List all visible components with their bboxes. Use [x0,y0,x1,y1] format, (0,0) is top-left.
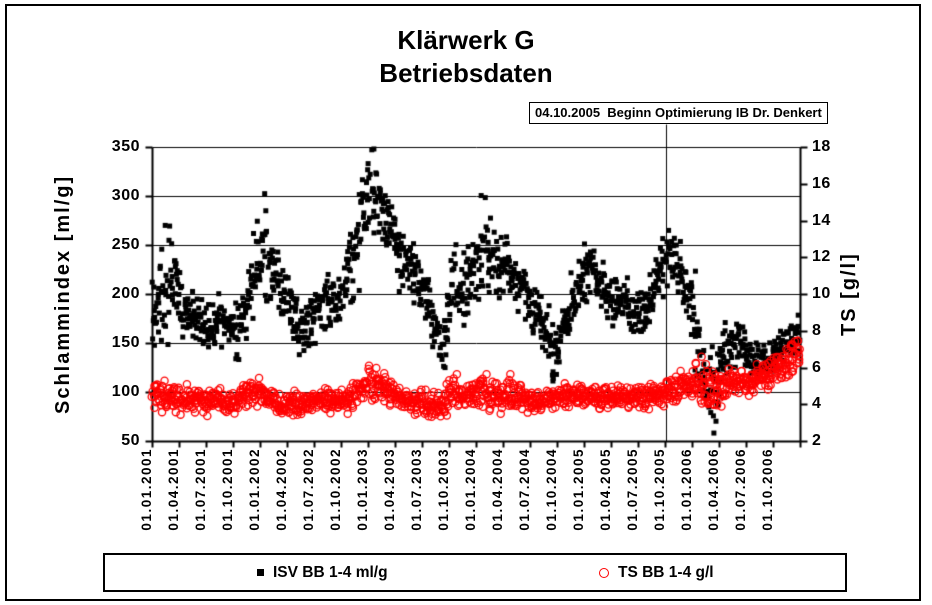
x-tick-label: 01.04.2004 [490,448,505,531]
x-tick-label: 01.07.2002 [301,448,316,531]
x-tick-label: 01.04.2003 [382,448,397,531]
x-tick-label: 01.10.2006 [760,448,775,531]
y-right-tick-label: 6 [812,358,822,376]
ts-circle-marker-icon [599,567,609,578]
y-right-tick-label: 2 [812,432,822,449]
y-right-tick-label: 4 [812,395,822,413]
x-tick-label: 01.04.2005 [598,448,613,531]
legend-label-ts: TS BB 1-4 g/l [618,563,714,581]
y-left-tick-label: 300 [111,187,140,204]
x-tick-label: 01.10.2003 [436,448,451,531]
annotation-box: 04.10.2005 Beginn Optimierung IB Dr. Den… [529,102,828,124]
y-right-tick-label: 16 [812,174,831,192]
x-tick-label: 01.04.2002 [274,448,289,531]
x-tick-label: 01.01.2001 [139,448,154,531]
y-left-tick-label: 350 [111,138,140,155]
y-left-tick-label: 100 [111,383,140,400]
y-right-tick-label: 14 [812,211,831,229]
x-tick-label: 01.07.2001 [193,448,208,531]
x-tick-label: 01.10.2001 [220,448,235,531]
x-tick-label: 01.04.2001 [166,448,181,531]
isv-square-marker-icon [257,569,264,576]
y-left-tick-label: 250 [111,236,140,253]
y-right-tick-label: 12 [812,248,831,266]
y-right-tick-label: 10 [812,285,831,302]
x-tick-label: 01.10.2004 [544,448,559,531]
chart-title: Klärwerk G Betriebsdaten [0,24,932,90]
x-tick-label: 01.04.2006 [706,448,721,531]
chart-title-line2: Betriebsdaten [379,58,553,88]
x-tick-label: 01.07.2005 [625,448,640,531]
x-tick-label: 01.01.2003 [355,448,370,531]
chart-title-line1: Klärwerk G [397,25,535,55]
x-tick-label: 01.07.2004 [517,448,532,531]
x-tick-label: 01.01.2002 [247,448,262,531]
x-tick-label: 01.01.2004 [463,448,478,531]
legend: ISV BB 1-4 ml/g TS BB 1-4 g/l [103,553,847,592]
legend-entry-ts: TS BB 1-4 g/l [599,555,714,590]
y-left-axis-title: Schlammindex [ml/g] [52,174,74,414]
x-tick-label: 01.01.2006 [679,448,694,531]
x-tick-label: 01.10.2002 [328,448,343,531]
y-left-tick-label: 150 [111,334,140,351]
x-tick-label: 01.07.2006 [733,448,748,531]
x-tick-label: 01.01.2005 [571,448,586,531]
y-left-tick-label: 200 [111,285,140,302]
y-right-tick-label: 18 [812,138,831,155]
y-right-tick-label: 8 [812,321,822,339]
legend-label-isv: ISV BB 1-4 ml/g [273,563,388,581]
legend-entry-isv: ISV BB 1-4 ml/g [257,555,388,590]
y-left-tick-label: 50 [121,432,140,449]
x-tick-label: 01.10.2005 [652,448,667,531]
x-tick-label: 01.07.2003 [409,448,424,531]
